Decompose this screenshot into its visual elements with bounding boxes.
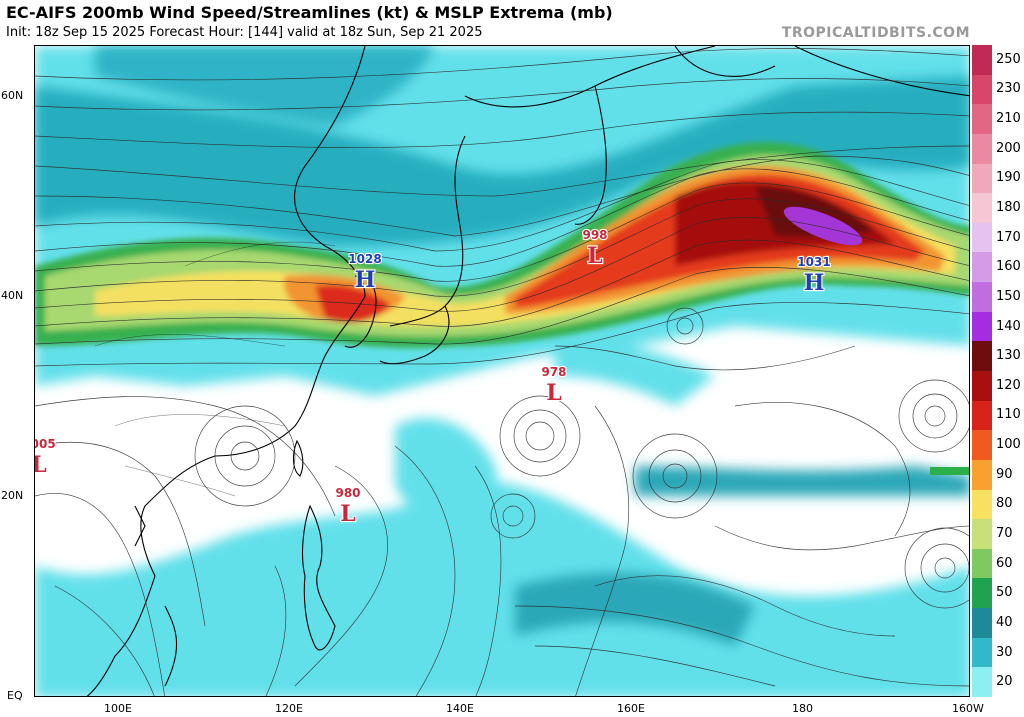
- colorbar-label: 80: [996, 496, 1013, 512]
- colorbar-swatch: [972, 45, 992, 76]
- wind-fill-teal: [35, 46, 969, 646]
- colorbar-swatch: [972, 548, 992, 579]
- pressure-value: 1031: [797, 255, 830, 269]
- colorbar-swatch: [972, 282, 992, 313]
- colorbar-label: 200: [996, 140, 1021, 156]
- lat-label-eq: EQ: [7, 689, 23, 702]
- coastlines: [86, 46, 969, 696]
- pressure-value: 978: [541, 365, 566, 379]
- colorbar-swatch: [972, 608, 992, 639]
- lon-label-180: 180: [792, 702, 813, 715]
- pressure-letter: H: [355, 267, 376, 293]
- colorbar-swatch: [972, 133, 992, 165]
- borders: [94, 241, 336, 497]
- pressure-value: 1005: [35, 437, 56, 451]
- chart-title: EC-AIFS 200mb Wind Speed/Streamlines (kt…: [6, 3, 613, 22]
- colorbar-label: 150: [996, 288, 1021, 304]
- colorbar-label: 100: [996, 437, 1021, 453]
- lat-label-20n: 20N: [1, 489, 24, 502]
- colorbar-swatch: [972, 252, 992, 283]
- pressure-letter: L: [35, 452, 47, 478]
- colorbar-label: 210: [996, 111, 1021, 127]
- jet-stream: [35, 142, 969, 348]
- colorbar-swatch: [972, 163, 992, 194]
- lon-label-160e: 160E: [617, 702, 645, 715]
- colorbar-swatch: [972, 637, 992, 668]
- colorbar-swatch: [972, 193, 992, 224]
- colorbar-swatch: [972, 104, 992, 135]
- colorbar-swatch: [972, 430, 992, 461]
- colorbar-label: 110: [996, 407, 1021, 423]
- colorbar-label: 20: [996, 674, 1013, 690]
- colorbar-label: 170: [996, 229, 1021, 245]
- colorbar-label: 120: [996, 377, 1021, 393]
- pressure-center-high-1028: 1028 H: [347, 251, 383, 294]
- pressure-value: 998: [582, 228, 607, 242]
- colorbar-label: 60: [996, 555, 1013, 571]
- pressure-center-low-1005: 1005 L: [35, 436, 57, 479]
- lon-label-120e: 120E: [275, 702, 303, 715]
- pressure-center-low-998: 998 L: [581, 227, 608, 270]
- colorbar-label: 140: [996, 318, 1021, 334]
- colorbar-swatch: [972, 578, 992, 609]
- wind-streak: [930, 467, 969, 475]
- colorbar-label: 40: [996, 614, 1013, 630]
- colorbar-swatch: [972, 311, 992, 342]
- lon-label-160w: 160W: [952, 702, 984, 715]
- colorbar-swatch: [972, 489, 992, 520]
- jet-max-core: [783, 206, 863, 246]
- colorbar-swatch: [972, 667, 992, 698]
- colorbar-label: 190: [996, 170, 1021, 186]
- colorbar-label: 230: [996, 81, 1021, 97]
- pressure-letter: L: [340, 501, 355, 527]
- lon-label-100e: 100E: [104, 702, 132, 715]
- chart-subtitle: Init: 18z Sep 15 2025 Forecast Hour: [14…: [6, 25, 483, 40]
- lon-label-140e: 140E: [446, 702, 474, 715]
- colorbar-swatch: [972, 74, 992, 105]
- wind-speed-colorbar: 250 230 210 200 190 180 170 160 150 140 130 120 110 1…: [972, 45, 1024, 698]
- colorbar-swatch: [972, 519, 992, 550]
- colorbar-label: 160: [996, 259, 1021, 275]
- pressure-center-high-1031: 1031 H: [796, 254, 832, 297]
- brand-watermark: TROPICALTIDBITS.COM: [781, 25, 970, 41]
- pressure-value: 980: [335, 486, 360, 500]
- pressure-center-low-978: 978 L: [540, 364, 567, 407]
- wind-map: 1028 H 998 L 1031 H 978 L 1005 L 980 L: [35, 46, 969, 696]
- lat-label-60n: 60N: [1, 89, 24, 102]
- lat-label-40n: 40N: [1, 289, 24, 302]
- colorbar-label: 250: [996, 51, 1021, 67]
- streamlines: [35, 48, 969, 696]
- colorbar-swatch: [972, 459, 992, 491]
- pressure-letter: H: [804, 270, 825, 296]
- map-panel: 1028 H 998 L 1031 H 978 L 1005 L 980 L: [34, 45, 970, 697]
- colorbar-label: 130: [996, 348, 1021, 364]
- colorbar-swatch: [972, 371, 992, 402]
- pressure-letter: L: [546, 380, 561, 406]
- pressure-letter: L: [587, 243, 602, 269]
- colorbar-swatch: [972, 341, 992, 372]
- colorbar-label: 50: [996, 585, 1013, 601]
- colorbar-swatch: [972, 400, 992, 431]
- colorbar-label: 180: [996, 200, 1021, 215]
- colorbar-swatch: [972, 222, 992, 253]
- colorbar-label: 30: [996, 644, 1013, 660]
- colorbar-label: 90: [996, 466, 1013, 482]
- pressure-center-low-980: 980 L: [334, 485, 361, 528]
- pressure-value: 1028: [348, 252, 381, 266]
- colorbar-label: 70: [996, 526, 1013, 541]
